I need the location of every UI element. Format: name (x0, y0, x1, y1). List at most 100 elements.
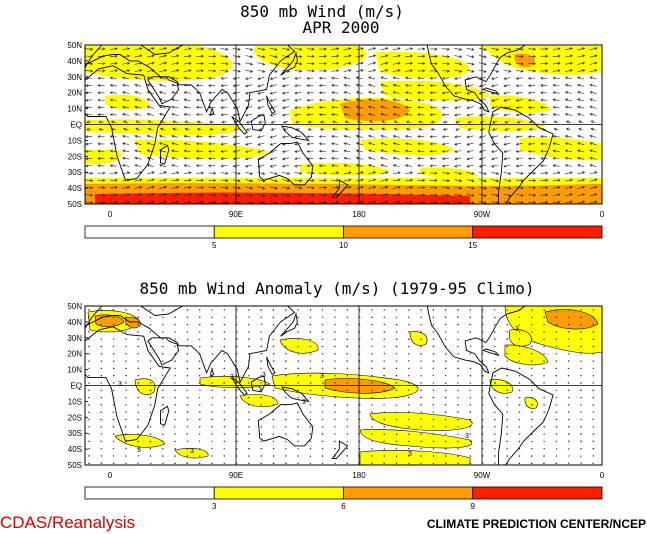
contour-value-label: 3 (465, 433, 469, 440)
lat-tick-label: 50S (68, 200, 82, 209)
lon-tick-label: 0 (108, 210, 113, 219)
colorbar-swatch (213, 225, 344, 239)
colorbar-tick-label: 9 (471, 502, 476, 511)
lon-tick-label: 0 (600, 471, 605, 480)
lon-tick-label: 180 (352, 471, 366, 480)
coastline (280, 51, 298, 76)
colorbar-tick-label: 6 (341, 502, 346, 511)
lat-tick-label: 40N (67, 57, 82, 66)
bottom-map-title: 850 mb Wind Anomaly (m/s) (1979-95 Climo… (140, 279, 535, 298)
lat-tick-label: 10S (68, 136, 82, 145)
coastline (281, 125, 310, 142)
coastline (482, 87, 500, 96)
colorbar-swatch (472, 225, 603, 239)
coastline (85, 326, 171, 442)
lon-tick-label: 90E (229, 210, 243, 219)
lat-tick-label: 50N (67, 302, 82, 311)
coastline (85, 45, 296, 123)
top-wind-speed-shading (85, 46, 602, 204)
coastline (266, 356, 276, 376)
colorbar-tick-label: 10 (339, 241, 348, 250)
lat-tick-label: 50N (67, 41, 82, 50)
coastline (250, 114, 266, 132)
coastline (281, 386, 310, 403)
coastline (266, 95, 276, 115)
bottom-anomaly-map: 3 3 3 3 3 3 3 3 3 3 3 50N 40N 30N 20N 10N EQ 10S 20S 30S 40… (67, 302, 605, 480)
lat-tick-label: 30S (68, 429, 82, 438)
coastline (257, 141, 314, 186)
contour-value-label: 3 (190, 448, 194, 455)
top-colorbar: 5 10 15 (84, 225, 603, 250)
contour-value-label: 3 (262, 372, 266, 379)
bottom-coastlines (85, 306, 554, 465)
coastline (231, 377, 248, 396)
coastline (331, 440, 349, 460)
lat-tick-label: 40S (68, 445, 82, 454)
coastline (488, 367, 554, 465)
lon-tick-label: 90E (229, 471, 243, 480)
top-wind-map: 50N 40N 30N 20N 10N EQ 10S 20S 30S 40S 50S 0 90E 180… (67, 41, 605, 219)
coastline (210, 107, 215, 116)
lat-tick-label: 20N (67, 350, 82, 359)
top-coastlines (85, 45, 554, 204)
footer-agency-label: CLIMATE PREDICTION CENTER/NCEP (427, 517, 646, 531)
lat-tick-label: 30N (67, 73, 82, 82)
colorbar-swatch (84, 486, 215, 500)
lon-tick-label: 90W (474, 471, 491, 480)
colorbar-swatch (472, 486, 603, 500)
contour-value-label: 3 (137, 447, 141, 454)
colorbar-tick-label: 3 (212, 502, 217, 511)
coastline (85, 306, 296, 384)
lat-tick-label: EQ (70, 121, 82, 130)
lat-tick-label: 30S (68, 168, 82, 177)
lat-tick-label: 20S (68, 413, 82, 422)
bottom-anomaly-vectors (87, 308, 595, 465)
bottom-lat-axis: 50N 40N 30N 20N 10N EQ 10S 20S 30S 40S 50S (67, 302, 88, 470)
lat-tick-label: 50S (68, 461, 82, 470)
top-gridlines (85, 45, 602, 204)
bottom-gridlines (85, 306, 602, 465)
footer-source-label: CDAS/Reanalysis (0, 513, 135, 532)
lon-tick-label: 0 (108, 471, 113, 480)
lon-tick-label: 180 (352, 210, 366, 219)
coastline (160, 405, 170, 426)
bottom-contour-labels: 3 3 3 3 3 3 3 3 3 3 3 (118, 326, 519, 458)
coastline (250, 375, 266, 393)
lat-tick-label: 20N (67, 89, 82, 98)
top-lat-axis: 50N 40N 30N 20N 10N EQ 10S 20S 30S 40S 50S (67, 41, 88, 209)
coastline (85, 65, 171, 181)
colorbar-swatch (84, 225, 215, 239)
contour-value-label: 3 (230, 374, 234, 381)
colorbar-swatch (343, 225, 474, 239)
lat-tick-label: 30N (67, 334, 82, 343)
lat-tick-label: EQ (70, 382, 82, 391)
bottom-lon-axis: 0 90E 180 90W 0 (108, 471, 605, 480)
lat-tick-label: 20S (68, 152, 82, 161)
contour-value-label: 3 (320, 373, 324, 380)
coastline (231, 116, 248, 135)
lat-tick-label: 10S (68, 397, 82, 406)
coastline (426, 306, 526, 374)
colorbar-swatch (343, 486, 474, 500)
coastline (482, 348, 500, 357)
coastline (331, 179, 349, 199)
lat-tick-label: 40N (67, 318, 82, 327)
lat-tick-label: 10N (67, 366, 82, 375)
contour-value-label: 3 (118, 381, 122, 388)
lon-tick-label: 0 (600, 210, 605, 219)
coastline (210, 368, 215, 377)
contour-value-label: 3 (302, 399, 306, 406)
top-map-title: 850 mb Wind (m/s) (240, 2, 404, 21)
coastline (488, 106, 554, 204)
lat-tick-label: 40S (68, 184, 82, 193)
coastline (257, 402, 314, 447)
wind-vector-field (87, 308, 595, 465)
coastline (160, 144, 170, 165)
coastline (147, 337, 180, 366)
top-map-subtitle: APR 2000 (302, 18, 379, 37)
colorbar-tick-label: 5 (212, 241, 217, 250)
contour-value-label: 3 (515, 326, 519, 333)
colorbar-swatch (213, 486, 344, 500)
